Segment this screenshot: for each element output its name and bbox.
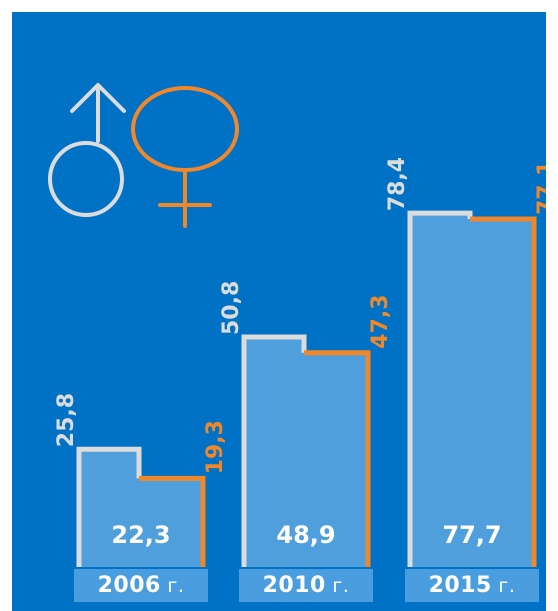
female-symbol-icon [131, 86, 239, 228]
male-outline [76, 446, 142, 567]
year-value: 2006 [97, 573, 161, 598]
year-label: 2010 г. [239, 569, 373, 602]
female-outline [470, 216, 537, 567]
chart: 25,8 19,3 22,3 50,8 47,3 48,9 78,4 77,1 77,7 [48, 83, 546, 567]
gender-symbols-legend [48, 83, 239, 228]
year-label: 2006 г. [74, 569, 208, 602]
chart-panel: 25,8 19,3 22,3 50,8 47,3 48,9 78,4 77,1 77,7 200… [12, 12, 546, 611]
year-value: 2015 [428, 573, 492, 598]
total-value-label: 22,3 [111, 521, 170, 549]
year-label: 2015 г. [405, 569, 539, 602]
female-value-label: 19,3 [203, 420, 228, 474]
bar-fill [410, 213, 534, 567]
year-value: 2010 [262, 573, 326, 598]
year-suffix: г. [491, 575, 516, 597]
male-value-label: 25,8 [54, 393, 79, 447]
male-outline [241, 334, 307, 567]
bars-layer [76, 210, 537, 567]
female-outline [139, 475, 206, 567]
year-suffix: г. [325, 575, 350, 597]
male-outline [407, 210, 473, 567]
labels-layer: 25,8 19,3 22,3 50,8 47,3 48,9 78,4 77,1 77,7 [54, 157, 546, 549]
male-symbol-icon [48, 83, 126, 217]
female-value-label: 47,3 [368, 294, 393, 348]
female-value-label: 77,1 [534, 161, 546, 215]
total-value-label: 48,9 [276, 521, 335, 549]
year-suffix: г. [160, 575, 185, 597]
bar-fill [244, 337, 368, 567]
female-outline [304, 350, 371, 567]
total-value-label: 77,7 [442, 521, 501, 549]
male-value-label: 78,4 [385, 157, 410, 211]
male-value-label: 50,8 [219, 281, 244, 335]
